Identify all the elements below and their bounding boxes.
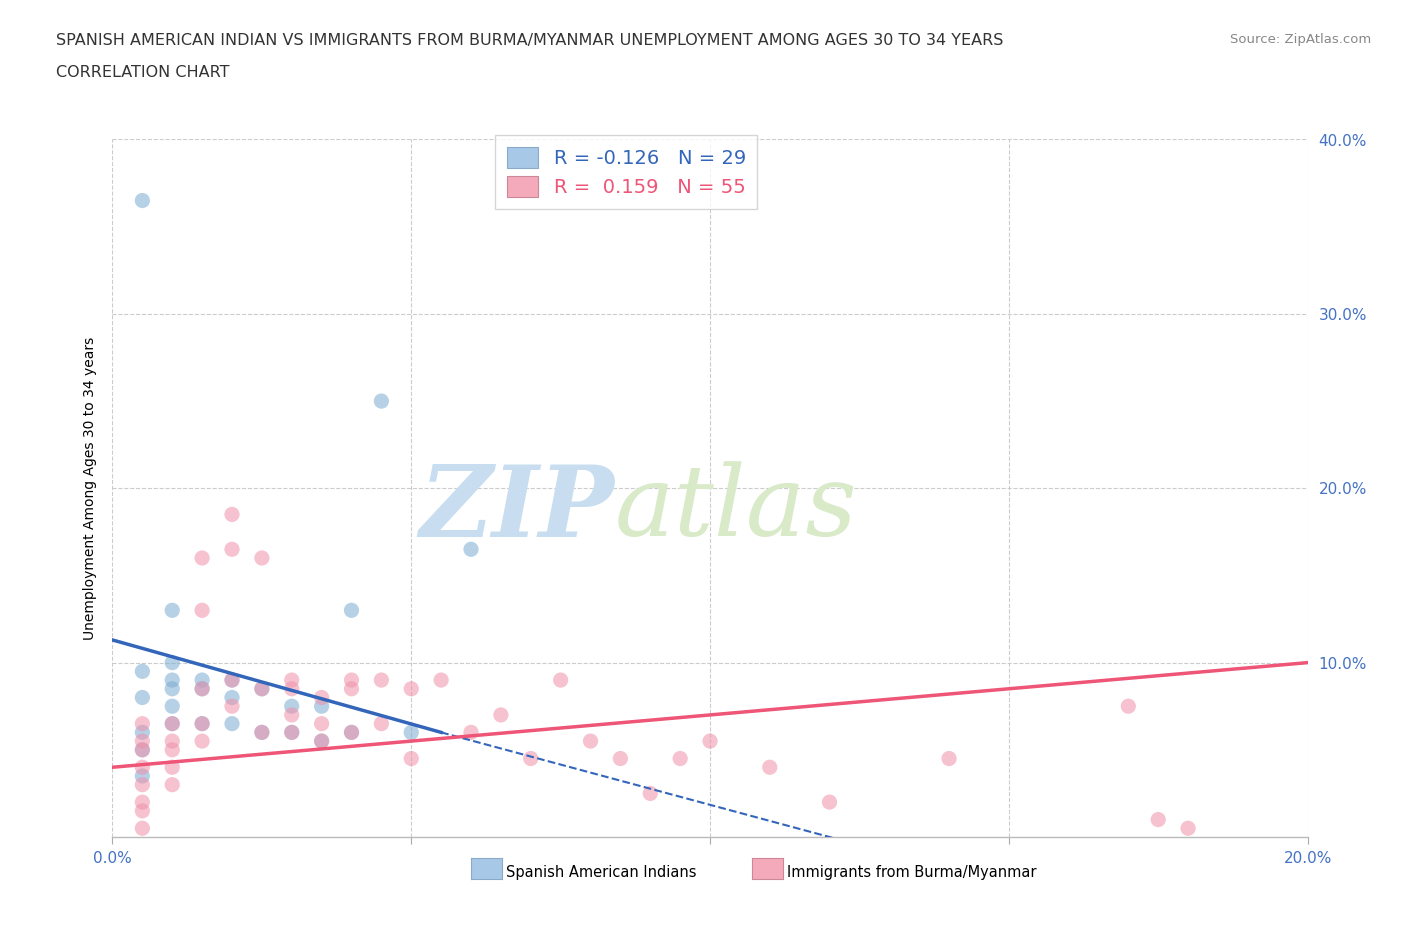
Point [401,751,423,766]
Point [401,682,423,697]
Point [818,794,841,809]
Point [281,725,304,740]
Point [669,751,692,766]
Point [162,656,183,671]
Point [281,708,304,723]
Point [311,734,333,749]
Point [162,777,183,792]
Point [340,725,363,740]
Point [162,682,183,697]
Point [281,682,304,697]
Point [1147,812,1170,827]
Point [281,672,304,687]
Point [281,698,304,713]
Point [340,682,363,697]
Point [162,742,183,757]
Point [191,682,214,697]
Point [311,698,333,713]
Point [340,725,363,740]
Point [281,725,304,740]
Point [699,734,721,749]
Point [250,725,273,740]
Point [460,725,482,740]
Point [311,690,333,705]
Point [131,821,153,836]
Point [221,672,243,687]
Point [401,725,423,740]
Point [162,716,183,731]
Point [489,708,512,723]
Point [191,734,214,749]
Point [520,751,543,766]
Point [131,742,153,757]
Point [221,507,243,522]
Point [221,542,243,557]
Point [370,716,392,731]
Legend: R = -0.126   N = 29, R =  0.159   N = 55: R = -0.126 N = 29, R = 0.159 N = 55 [495,135,758,208]
Point [162,734,183,749]
Point [759,760,782,775]
Point [221,690,243,705]
Point [250,682,273,697]
Point [131,742,153,757]
Point [221,698,243,713]
Point [638,786,662,801]
Point [191,716,214,731]
Text: atlas: atlas [614,461,858,557]
Text: Source: ZipAtlas.com: Source: ZipAtlas.com [1230,33,1371,46]
Point [131,804,153,818]
Text: CORRELATION CHART: CORRELATION CHART [56,65,229,80]
Point [191,551,214,565]
Point [191,672,214,687]
Point [131,193,153,208]
Point [191,716,214,731]
Point [162,672,183,687]
Point [191,682,214,697]
Point [221,716,243,731]
Text: Spanish American Indians: Spanish American Indians [506,865,696,880]
Point [131,777,153,792]
Point [311,716,333,731]
Point [131,716,153,731]
Point [340,672,363,687]
Point [1177,821,1199,836]
Point [579,734,602,749]
Point [162,603,183,618]
Point [162,760,183,775]
Point [221,672,243,687]
Text: Immigrants from Burma/Myanmar: Immigrants from Burma/Myanmar [787,865,1036,880]
Point [131,725,153,740]
Point [131,690,153,705]
Point [460,542,482,557]
Point [131,734,153,749]
Point [162,698,183,713]
Point [370,393,392,408]
Y-axis label: Unemployment Among Ages 30 to 34 years: Unemployment Among Ages 30 to 34 years [83,337,97,640]
Point [131,768,153,783]
Text: ZIP: ZIP [419,461,614,557]
Point [370,672,392,687]
Point [131,664,153,679]
Point [340,603,363,618]
Point [250,551,273,565]
Point [1118,698,1140,713]
Point [250,682,273,697]
Point [609,751,631,766]
Point [131,760,153,775]
Point [311,734,333,749]
Point [938,751,960,766]
Point [550,672,572,687]
Point [162,716,183,731]
Point [250,725,273,740]
Text: SPANISH AMERICAN INDIAN VS IMMIGRANTS FROM BURMA/MYANMAR UNEMPLOYMENT AMONG AGES: SPANISH AMERICAN INDIAN VS IMMIGRANTS FR… [56,33,1004,47]
Point [191,603,214,618]
Point [430,672,453,687]
Point [131,794,153,809]
